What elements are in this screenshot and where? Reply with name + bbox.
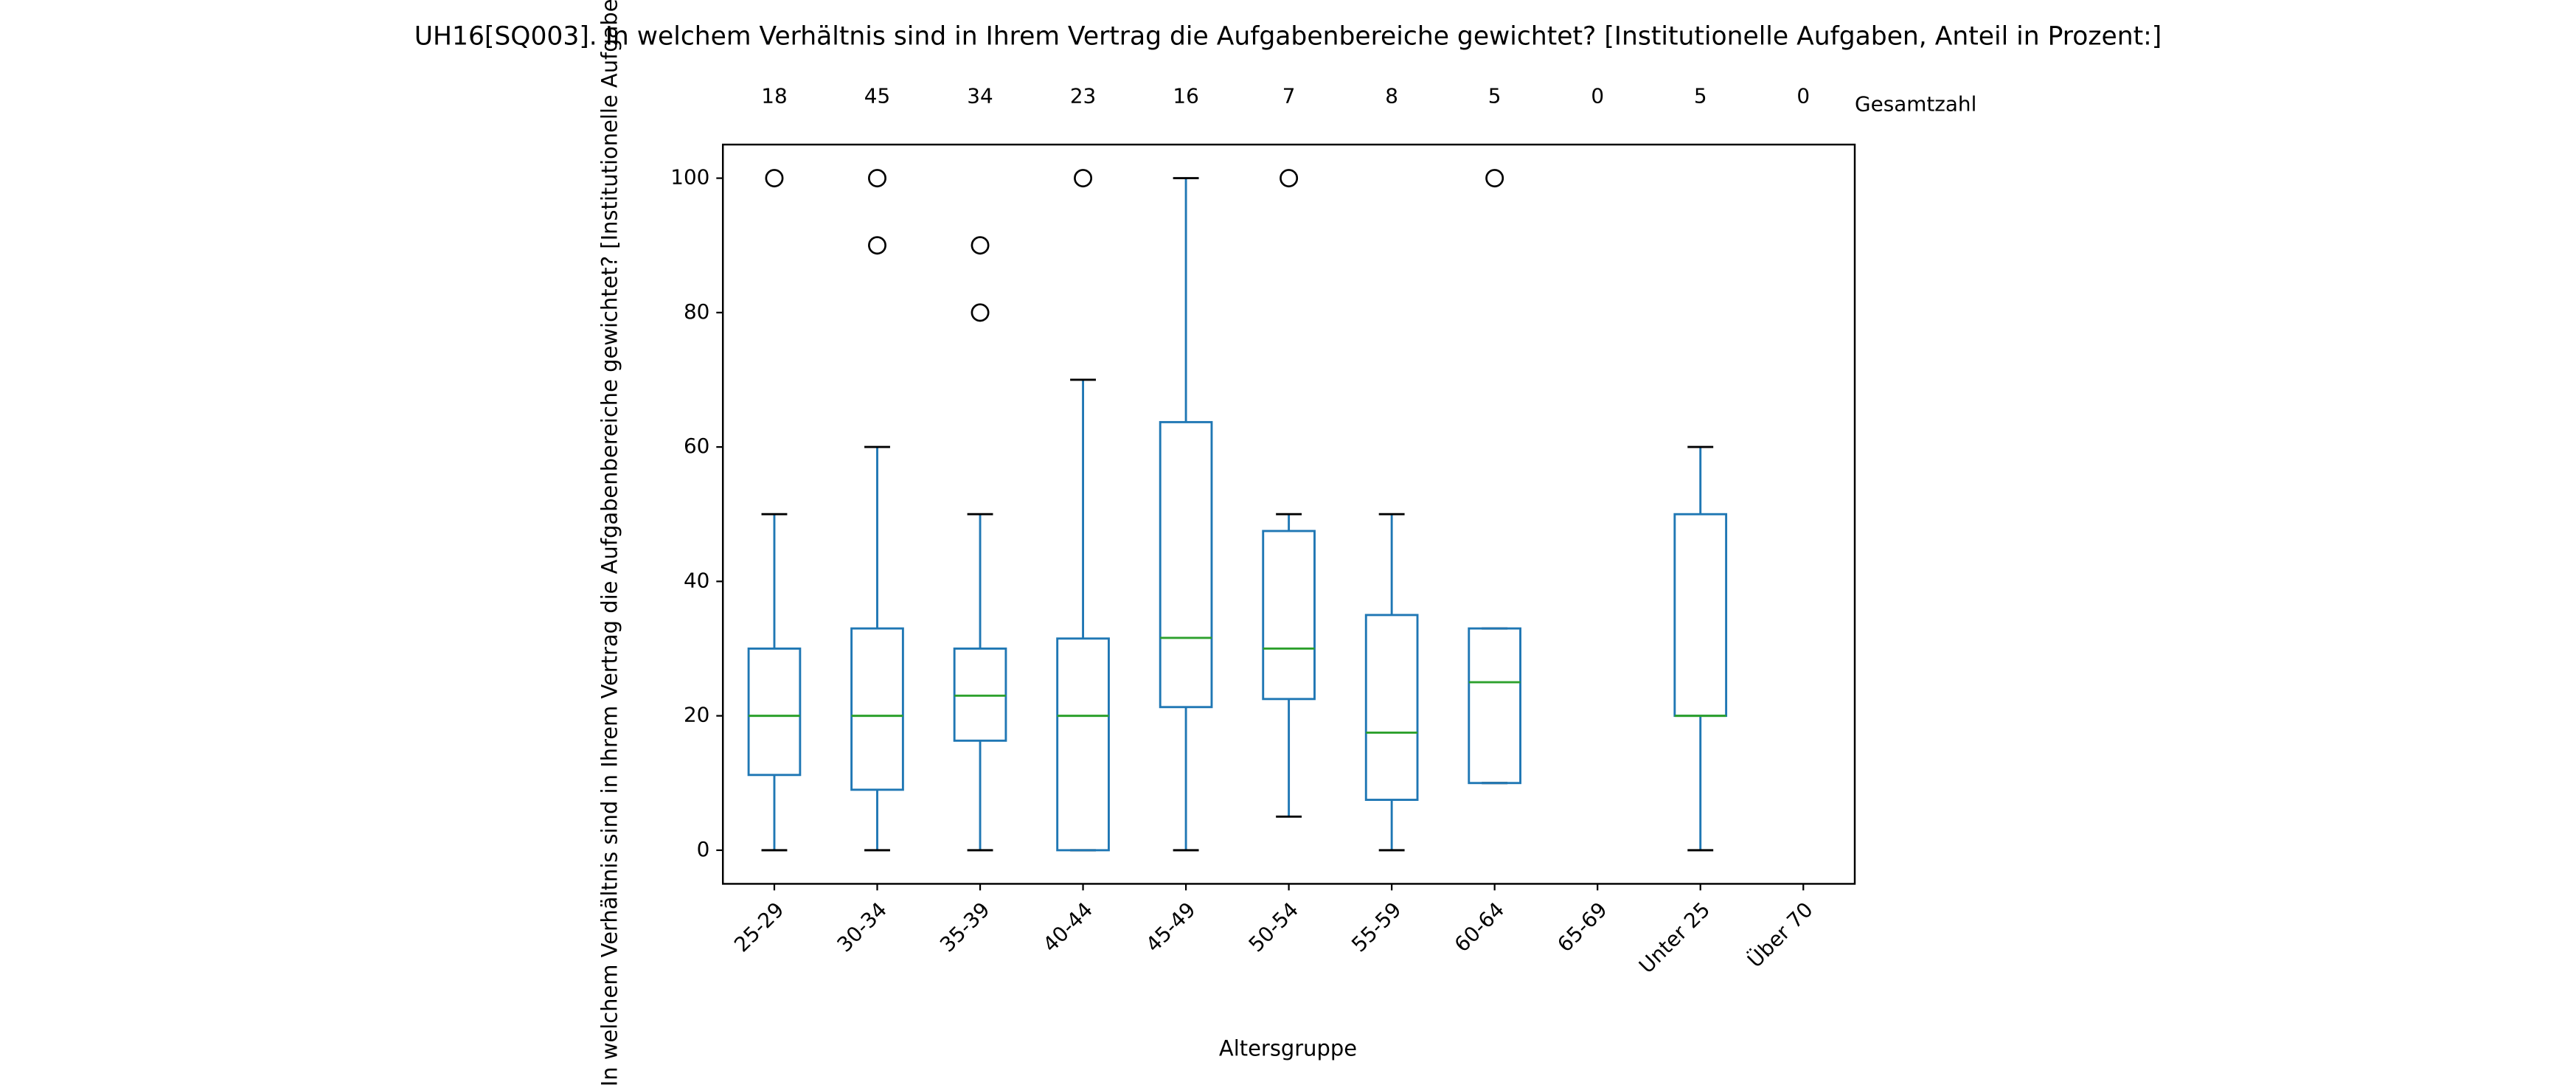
counts-label: Gesamtzahl <box>1855 92 1976 117</box>
outlier <box>765 169 784 188</box>
box <box>1159 420 1213 709</box>
y-tick-label: 20 <box>684 703 709 727</box>
x-tick-label: 35-39 <box>935 898 995 957</box>
box <box>1364 614 1419 801</box>
y-tick-label: 60 <box>684 434 709 458</box>
y-tick-label: 80 <box>684 299 709 324</box>
outlier <box>1280 169 1299 188</box>
x-tick-label: 55-59 <box>1347 898 1406 957</box>
x-axis-label: Altersgruppe <box>1219 1035 1357 1061</box>
x-tick-label: 40-44 <box>1038 898 1098 957</box>
count-label: 7 <box>1282 83 1296 108</box>
y-tick-label: 40 <box>684 568 709 592</box>
box <box>850 627 904 791</box>
box <box>1262 530 1316 701</box>
x-tick-label: Unter 25 <box>1634 898 1715 978</box>
box <box>1056 637 1110 852</box>
x-tick-label: Über 70 <box>1742 897 1817 972</box>
box <box>1673 513 1728 718</box>
outlier <box>1485 169 1504 188</box>
count-label: 0 <box>1796 83 1810 108</box>
outlier <box>868 169 886 188</box>
count-label: 45 <box>864 83 890 108</box>
count-label: 0 <box>1591 83 1604 108</box>
count-label: 34 <box>967 83 993 108</box>
x-tick-label: 30-34 <box>832 898 892 957</box>
y-tick-label: 100 <box>670 165 709 190</box>
x-tick-label: 60-64 <box>1450 898 1510 957</box>
count-label: 5 <box>1694 83 1707 108</box>
outlier <box>868 236 886 255</box>
y-tick-label: 0 <box>697 837 710 861</box>
count-label: 23 <box>1070 83 1096 108</box>
box <box>747 648 802 777</box>
x-tick-label: 45-49 <box>1141 898 1201 957</box>
outlier <box>971 303 990 322</box>
count-label: 8 <box>1385 83 1398 108</box>
outlier <box>971 236 990 255</box>
y-axis-label: UH16[SQ003]. In welchem Verhältnis sind … <box>597 0 622 1090</box>
chart-title: UH16[SQ003]. In welchem Verhältnis sind … <box>414 22 2162 52</box>
box <box>1468 627 1521 785</box>
x-tick-label: 50-54 <box>1244 898 1304 957</box>
x-tick-label: 25-29 <box>729 898 789 957</box>
count-label: 5 <box>1488 83 1501 108</box>
count-label: 16 <box>1173 83 1198 108</box>
count-label: 18 <box>761 83 787 108</box>
outlier <box>1074 169 1093 188</box>
x-tick-label: 65-69 <box>1552 898 1612 957</box>
